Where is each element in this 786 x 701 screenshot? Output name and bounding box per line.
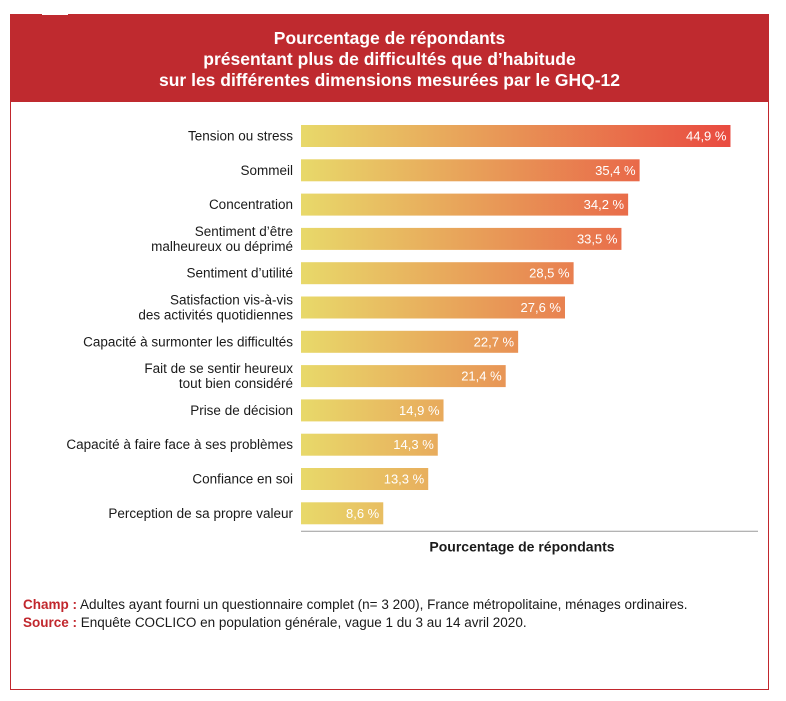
champ-label: Champ : (23, 597, 77, 612)
champ-text: Adultes ayant fourni un questionnaire co… (77, 597, 688, 612)
bar (301, 296, 565, 319)
bar-value-label: 22,7 % (474, 334, 515, 349)
bar (301, 262, 574, 285)
bar-value-label: 21,4 % (461, 369, 502, 384)
bar-value-label: 33,5 % (577, 231, 618, 246)
category-label: Tension ou stress (188, 129, 293, 144)
bar-value-label: 13,3 % (384, 472, 425, 487)
bar (301, 433, 438, 456)
bars-layer: 44,9 % Tension ou stress 35,4 % Sommeil 34,2… (66, 125, 731, 525)
category-label: Concentration (209, 197, 293, 212)
bar-value-label: 14,9 % (399, 403, 440, 418)
category-label: Sommeil (240, 163, 293, 178)
bar (301, 502, 384, 525)
bar-value-label: 28,5 % (529, 266, 570, 281)
bar (301, 125, 731, 147)
source-text: Enquête COCLICO en population générale, … (77, 615, 527, 630)
champ-note: Champ : Adultes ayant fourni un question… (23, 596, 758, 614)
chart-title-line-3: sur les différentes dimensions mesurées … (158, 70, 620, 90)
category-label: Perception de sa propre valeur (108, 506, 293, 521)
frame-corner-gap (42, 0, 68, 15)
source-label: Source : (23, 615, 78, 630)
category-label: Fait de se sentir heureux (144, 361, 293, 376)
category-label: Sentiment d’être (195, 224, 293, 239)
bar-value-label: 35,4 % (595, 163, 636, 178)
category-label: Sentiment d’utilité (186, 266, 293, 281)
bar (301, 330, 519, 353)
bar (301, 365, 506, 388)
chart-title-line-1: Pourcentage de répondants (273, 28, 506, 48)
chart-title: Pourcentage de répondants présentant plu… (10, 14, 769, 102)
bar-value-label: 27,6 % (521, 300, 562, 315)
category-label: tout bien considéré (179, 376, 293, 391)
category-label: Prise de décision (190, 403, 293, 418)
source-note: Source : Enquête COCLICO en population g… (23, 614, 758, 632)
bar (301, 227, 622, 250)
category-label: Capacité à faire face à ses problèmes (66, 437, 293, 452)
x-axis-title: Pourcentage de répondants (429, 538, 614, 554)
bar (301, 159, 640, 182)
bar (301, 193, 629, 216)
bar (301, 468, 429, 490)
category-label: Confiance en soi (192, 472, 293, 487)
bar-value-label: 8,6 % (346, 506, 380, 521)
category-label: malheureux ou déprimé (151, 239, 293, 254)
bar-value-label: 44,9 % (686, 129, 727, 144)
bar-value-label: 34,2 % (584, 197, 625, 212)
bar-chart: 44,9 % Tension ou stress 35,4 % Sommeil 34,2… (66, 125, 758, 554)
category-label: Satisfaction vis-à-vis (170, 293, 293, 308)
bar-value-label: 14,3 % (393, 437, 434, 452)
category-label: Capacité à surmonter les difficultés (83, 334, 293, 349)
category-label: des activités quotidiennes (138, 308, 293, 323)
notes: Champ : Adultes ayant fourni un question… (23, 596, 758, 632)
bar (301, 399, 444, 422)
chart-title-line-2: présentant plus de difficultés que d’hab… (203, 49, 576, 69)
